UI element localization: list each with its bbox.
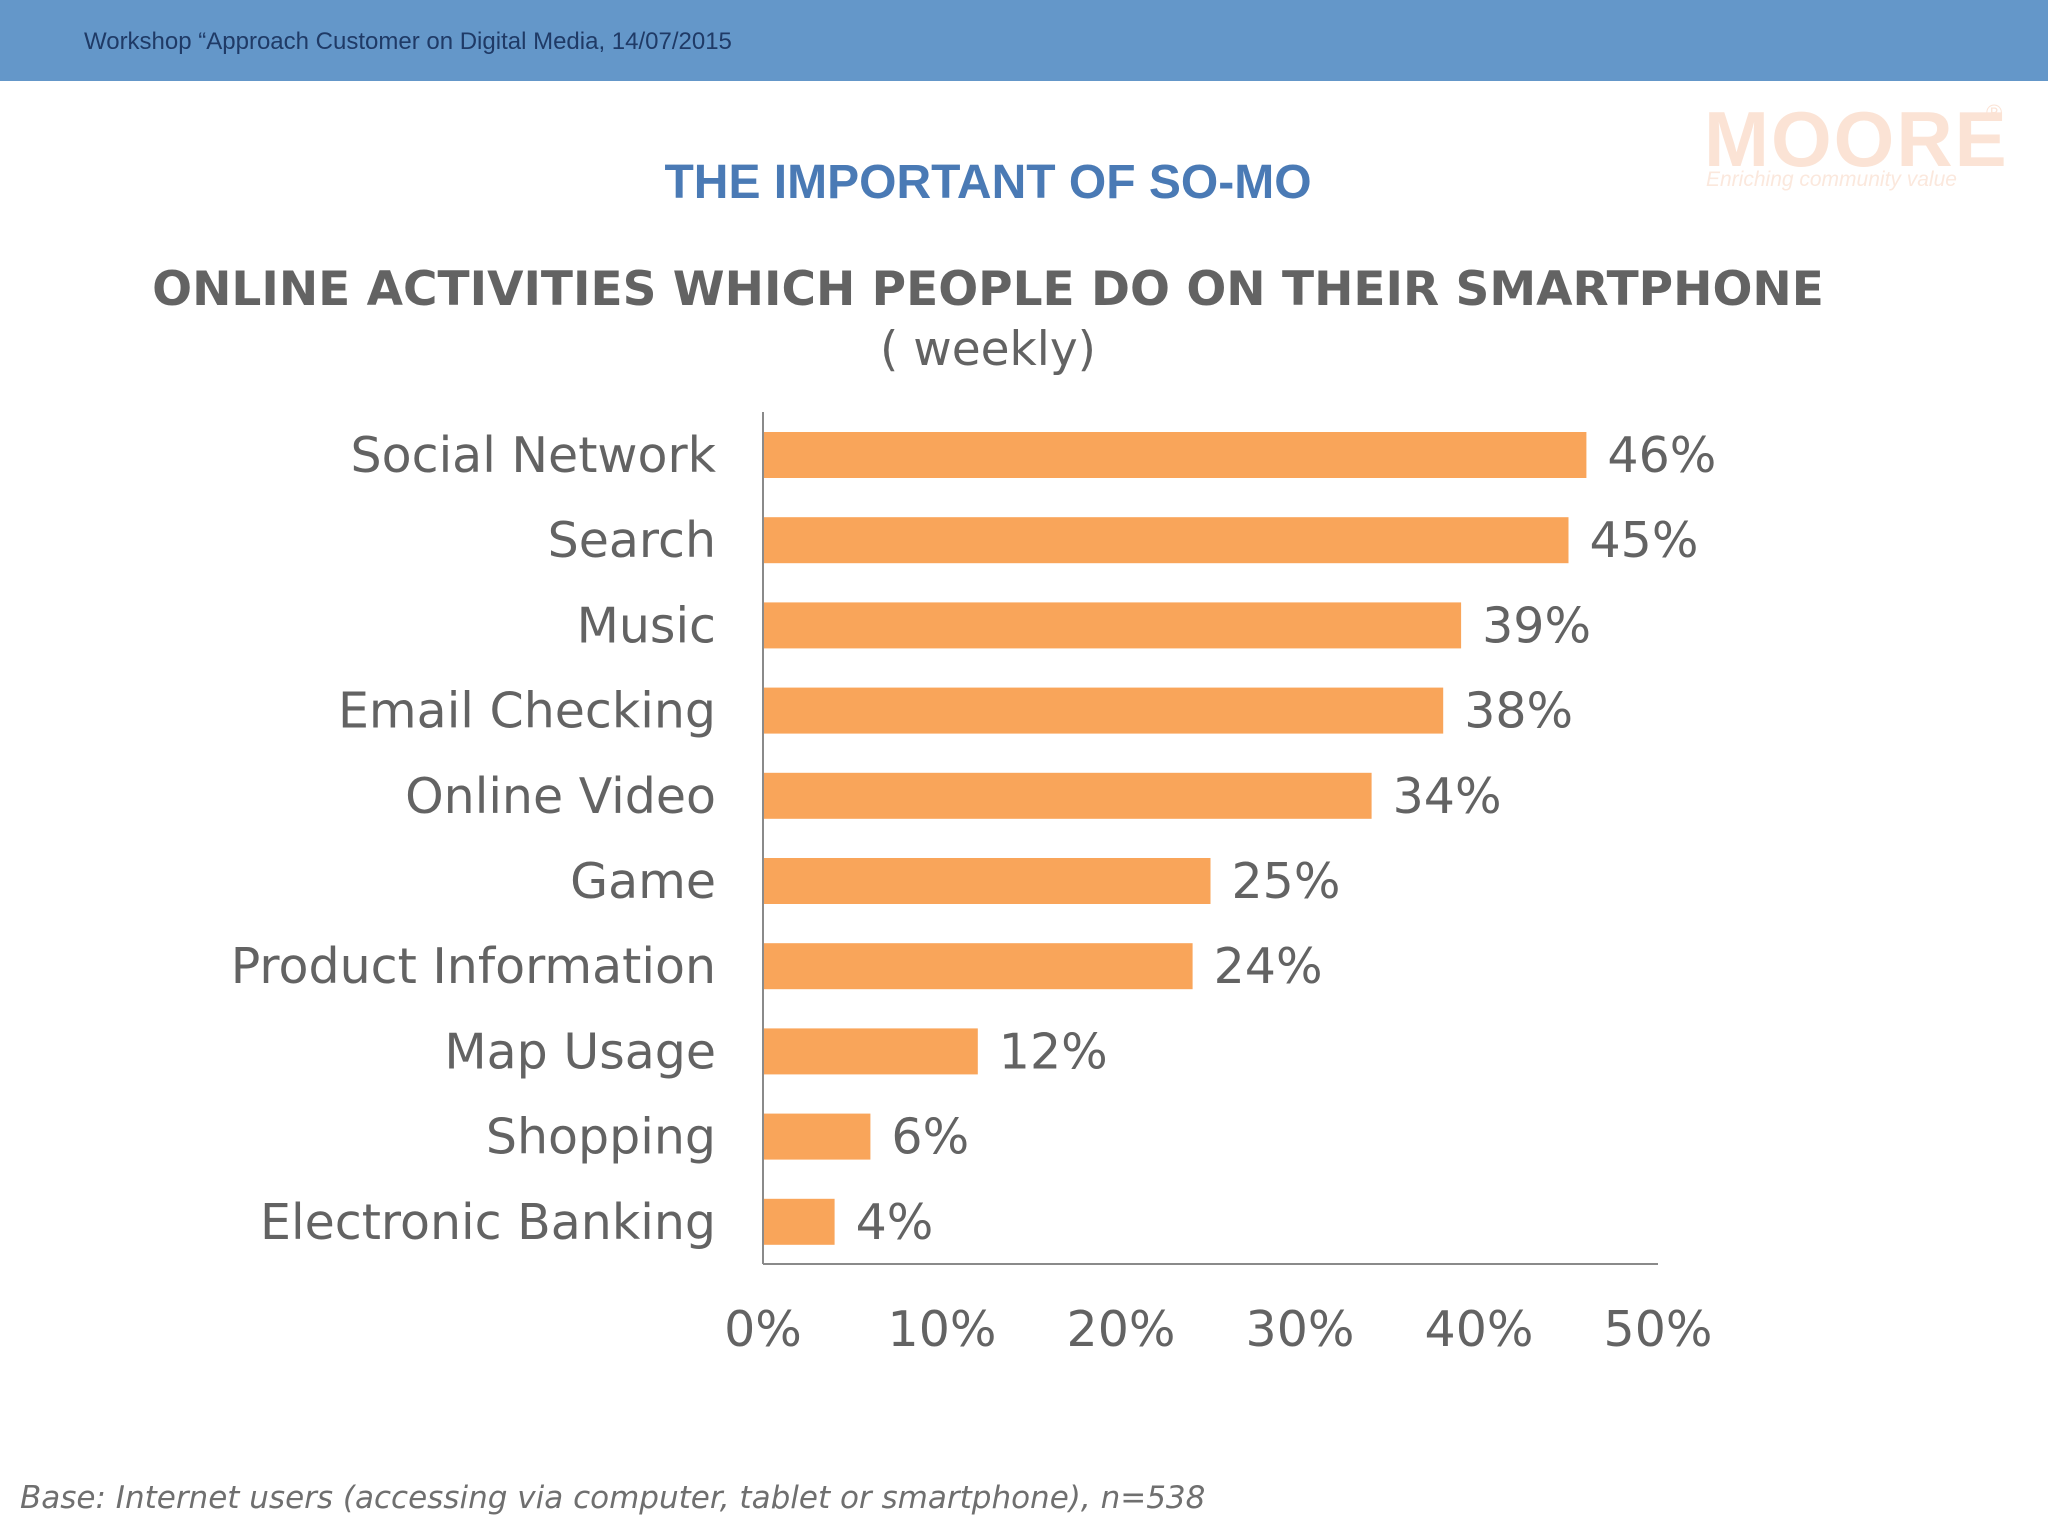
x-tick-label: 40% xyxy=(1425,1301,1534,1358)
bar xyxy=(764,432,1587,478)
data-label: 24% xyxy=(1214,938,1323,995)
bar xyxy=(764,858,1211,904)
category-label: Social Network xyxy=(351,427,717,484)
data-label: 25% xyxy=(1232,853,1341,910)
x-tick-label: 30% xyxy=(1246,1301,1355,1358)
x-tick-label: 50% xyxy=(1604,1301,1713,1358)
base-footnote: Base: Internet users (accessing via comp… xyxy=(20,1480,1205,1516)
bar xyxy=(764,1113,871,1160)
category-label: Map Usage xyxy=(444,1023,716,1080)
data-label: 34% xyxy=(1393,768,1502,825)
category-label: Online Video xyxy=(405,768,716,825)
bar xyxy=(764,772,1372,819)
data-label: 38% xyxy=(1464,683,1573,740)
footnote-text: : Internet users (accessing via computer… xyxy=(95,1480,1206,1516)
category-label: Music xyxy=(577,597,716,654)
bar xyxy=(764,517,1569,564)
category-label: Electronic Banking xyxy=(260,1194,716,1251)
data-label: 6% xyxy=(891,1109,969,1166)
footnote-label: Base xyxy=(20,1480,96,1516)
bar xyxy=(764,1198,835,1245)
moore-logo: MOORE ® Enriching community value xyxy=(1700,100,2020,200)
logo-word: MOORE xyxy=(1704,95,2009,183)
category-label: Shopping xyxy=(486,1109,716,1166)
bar xyxy=(764,687,1444,734)
bar xyxy=(764,602,1462,649)
logo-registered-mark: ® xyxy=(1986,100,2003,125)
category-label: Game xyxy=(570,853,716,910)
x-tick-label: 0% xyxy=(724,1301,802,1358)
bar xyxy=(764,943,1193,990)
data-label: 39% xyxy=(1482,597,1591,654)
category-label: Product Information xyxy=(231,938,716,995)
data-label: 12% xyxy=(999,1023,1108,1080)
data-label: 45% xyxy=(1590,512,1699,569)
x-tick-label: 20% xyxy=(1067,1301,1176,1358)
chart-title: ONLINE ACTIVITIES WHICH PEOPLE DO ON THE… xyxy=(152,262,1824,317)
data-label: 46% xyxy=(1607,427,1716,484)
bar xyxy=(764,1028,978,1075)
header-band: Workshop “Approach Customer on Digital M… xyxy=(0,0,2048,81)
chart-subtitle: ( weekly) xyxy=(880,322,1096,377)
header-text: Workshop “Approach Customer on Digital M… xyxy=(84,28,732,55)
x-tick-label: 10% xyxy=(888,1301,997,1358)
category-label: Search xyxy=(548,512,716,569)
category-label: Email Checking xyxy=(338,683,716,740)
logo-tagline: Enriching community value xyxy=(1706,168,1957,191)
slide-title: THE IMPORTANT OF SO-MO xyxy=(664,156,1312,209)
data-label: 4% xyxy=(856,1194,934,1251)
